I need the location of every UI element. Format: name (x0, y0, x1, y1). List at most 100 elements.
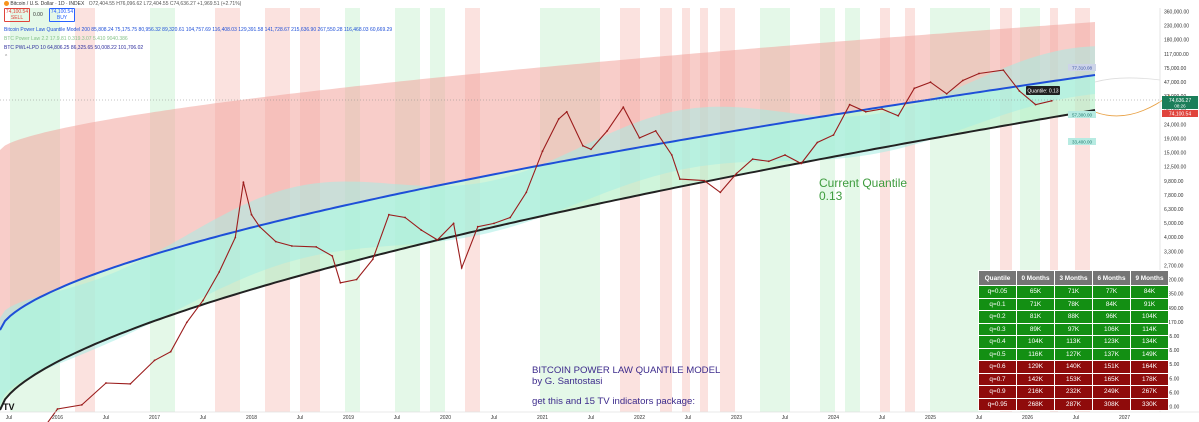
price-point (56, 408, 59, 410)
ohlc-values: O72,404.55 H76,096.62 L72,404.55 C74,636… (88, 1, 242, 7)
price-point (388, 213, 390, 216)
sell-price-tag-bg[interactable] (1162, 110, 1198, 117)
value-cell: 165K (1092, 372, 1131, 386)
table-row: q=0.4 104K 113K 123K 134K (978, 335, 1169, 349)
current-quantile-line-2: 0.13 (819, 189, 843, 203)
price-point (371, 258, 374, 261)
sell-price-tag: 74,100.54 (1169, 112, 1191, 118)
x-tick-label: Jul (1073, 415, 1079, 421)
price-point (1034, 103, 1037, 106)
y-tick-label: 15,000.00 (1164, 151, 1186, 157)
price-point (105, 382, 107, 384)
value-cell: 71K (1054, 285, 1093, 299)
quantile-table: Quantile 0 Months 3 Months 6 Months 9 Mo… (978, 270, 1169, 411)
deviation-envelope (0, 46, 1095, 405)
x-tick-label: 2020 (440, 415, 451, 421)
x-tick-label: Jul (200, 415, 206, 421)
indicator-quantile-model[interactable]: Bitcoin Power Law Quantile Model 200 85,… (4, 27, 393, 33)
value-cell: 88K (1054, 310, 1093, 324)
value-cell: 91K (1130, 297, 1169, 311)
q-lower-tag-bg (1068, 138, 1096, 145)
sell-button-label: SELL (10, 15, 24, 21)
col-0-months: 0 Months (1016, 270, 1055, 286)
q-low-tag-bg (1068, 111, 1096, 118)
price-point (153, 359, 156, 362)
y-tick-label: 1,490.00 (1164, 306, 1184, 312)
table-row: q=0.2 81K 88K 96K 104K (978, 310, 1169, 324)
value-cell: 116K (1016, 347, 1055, 361)
y-tick-label: 2,700.00 (1164, 263, 1184, 269)
price-point (339, 281, 342, 284)
value-cell: 104K (1016, 335, 1055, 349)
price-point (622, 106, 625, 109)
price-point (1018, 90, 1021, 92)
y-tick-label: 965.00 (1164, 334, 1180, 340)
buy-button[interactable]: 74,100.54 BUY (49, 8, 75, 22)
value-cell: 77K (1092, 285, 1131, 299)
table-row: q=0.3 89K 97K 106K 114K (978, 322, 1169, 336)
table-row: q=0.95 268K 287K 308K 330K (978, 397, 1169, 411)
y-tick-label: 6,300.00 (1164, 207, 1184, 213)
table-row: q=0.05 65K 71K 77K 84K (978, 285, 1169, 299)
indicator-pwl-lpd[interactable]: BTC PWL+LPD 10 64,806.25 86,325.65 50,00… (4, 45, 144, 51)
price-point (1002, 69, 1005, 71)
value-cell: 134K (1130, 335, 1169, 349)
value-cell: 178K (1130, 372, 1169, 386)
value-cell: 268K (1016, 397, 1055, 411)
price-point (582, 144, 584, 147)
quantile-cell: q=0.1 (978, 297, 1017, 311)
value-cell: 151K (1092, 360, 1131, 374)
y-tick-label: 1,850.00 (1164, 292, 1184, 298)
x-tick-label: 2023 (731, 415, 742, 421)
x-tick-label: 2021 (537, 415, 548, 421)
indicator-power-law[interactable]: BTC Power Law 2.2 17.9.81 0.319.3.07 5.4… (4, 36, 128, 42)
x-tick-label: Jul (976, 415, 982, 421)
floor-quantile-line (0, 109, 1096, 411)
price-point (202, 299, 204, 302)
table-header-row: Quantile 0 Months 3 Months 6 Months 9 Mo… (978, 270, 1169, 286)
price-point (315, 246, 318, 248)
quantile-cell: q=0.7 (978, 372, 1017, 386)
value-cell: 164K (1130, 360, 1169, 374)
value-cell: 137K (1092, 347, 1131, 361)
y-tick-label: 765.00 (1164, 348, 1180, 354)
price-point (767, 160, 770, 163)
y-tick-label: 5,000.00 (1164, 221, 1184, 227)
red-stripe (880, 8, 890, 412)
price-point (404, 216, 406, 219)
price-point (234, 236, 237, 239)
price-point (913, 87, 916, 90)
symbol-title[interactable]: Bitcoin / U.S. Dollar · 1D · INDEX O72,4… (4, 1, 241, 7)
price-point (670, 154, 673, 156)
x-tick-label: Jul (588, 415, 594, 421)
last-price-tag-bg[interactable] (1162, 96, 1198, 109)
y-tick-label: 495.00 (1164, 376, 1180, 382)
value-cell: 84K (1092, 297, 1131, 311)
y-tick-label: 360,000.00 (1164, 10, 1189, 16)
x-tick-label: 2017 (149, 415, 160, 421)
chart-subtitle: by G. Santostasi (532, 376, 602, 387)
price-point (703, 179, 706, 182)
x-tick-label: 2018 (246, 415, 257, 421)
x-tick-label: 2026 (1022, 415, 1033, 421)
y-tick-label: 9,800.00 (1164, 179, 1184, 185)
value-cell: 142K (1016, 372, 1055, 386)
price-point (258, 225, 261, 228)
price-point (929, 81, 932, 84)
current-quantile-label: Current Quantile 0.13 (819, 176, 910, 203)
quantile-tag: Quantile: 0.13 (1027, 89, 1058, 95)
sell-button[interactable]: 74,100.54 SELL (4, 8, 30, 22)
current-quantile-line-1: Current Quantile (819, 176, 907, 190)
quantile-cell: q=0.2 (978, 310, 1017, 324)
y-tick-label: 4,000.00 (1164, 235, 1184, 241)
q-upper-tag: 77,310.08 (1072, 66, 1093, 71)
collapse-chevron-icon[interactable]: ⌃ (4, 54, 9, 60)
col-3-months: 3 Months (1054, 270, 1093, 286)
price-point (735, 172, 738, 175)
x-tick-label: 2016 (52, 415, 63, 421)
price-point (169, 350, 172, 353)
symbol-line: Bitcoin / U.S. Dollar · 1D · INDEX (10, 1, 85, 7)
price-point (250, 213, 253, 216)
y-tick-label: 1,170.00 (1164, 320, 1184, 326)
value-cell: 267K (1130, 385, 1169, 399)
